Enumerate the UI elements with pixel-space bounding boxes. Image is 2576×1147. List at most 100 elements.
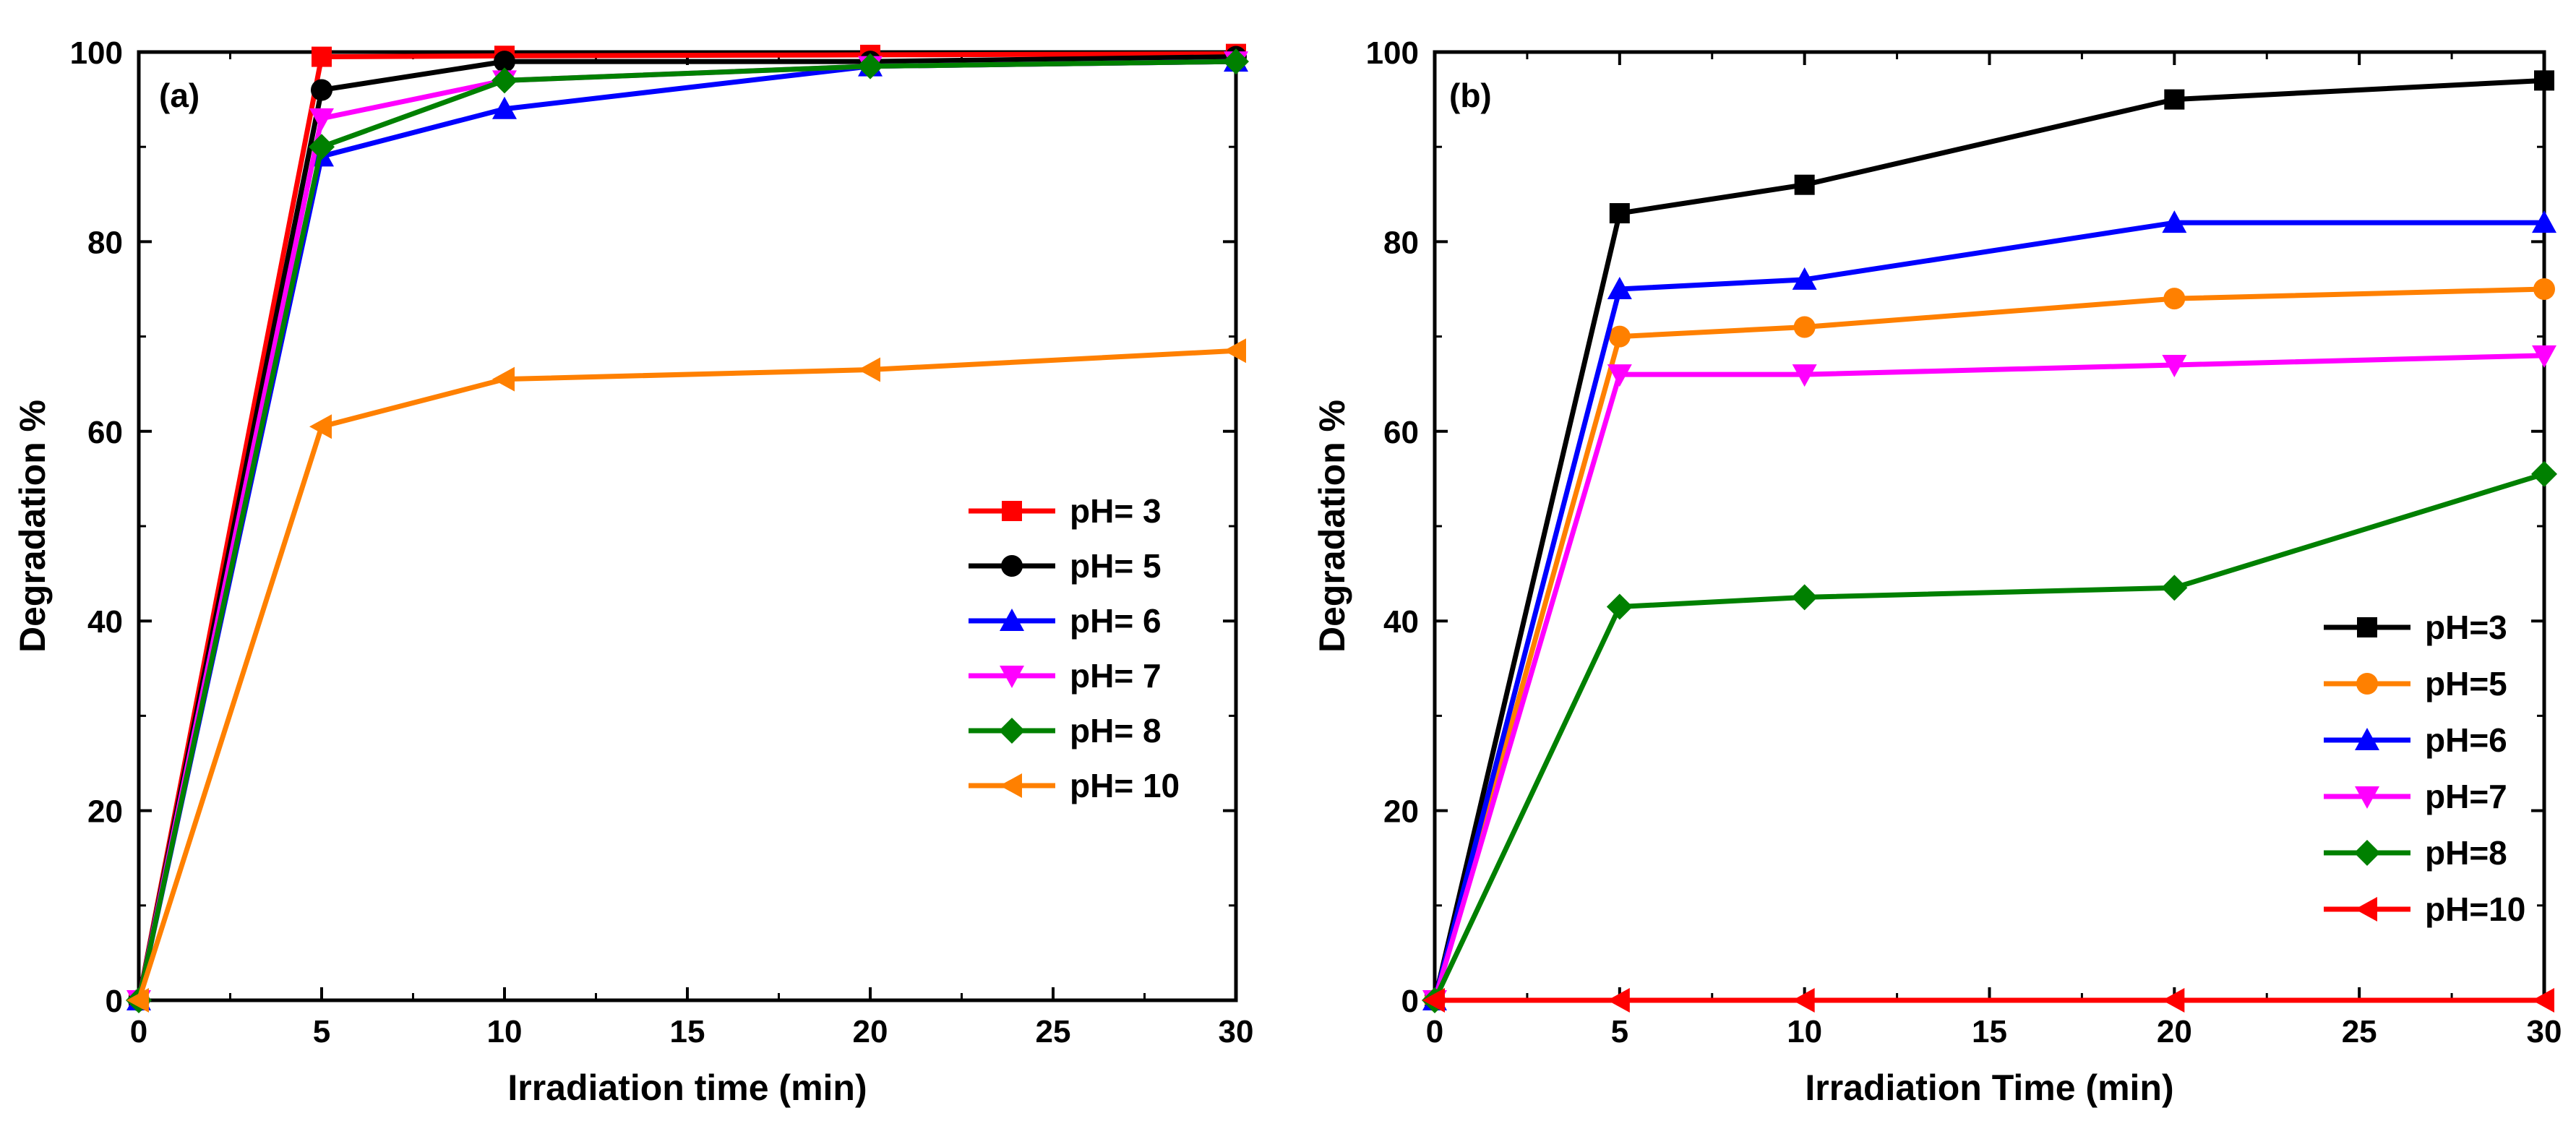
x-tick-label: 5 xyxy=(1611,1014,1628,1049)
legend-entry: pH= 10 xyxy=(969,767,1180,804)
x-tick-label: 15 xyxy=(670,1014,705,1049)
legend-marker xyxy=(2357,617,2377,637)
series-ph8 xyxy=(126,48,1249,1013)
legend-entry: pH= 7 xyxy=(969,657,1162,695)
data-point xyxy=(857,53,883,80)
data-point xyxy=(1792,267,1817,290)
legend-entry: pH=6 xyxy=(2324,721,2507,759)
legend-marker xyxy=(2355,897,2377,922)
data-point xyxy=(1609,203,1630,224)
y-tick-label: 100 xyxy=(70,35,123,71)
chart-panel-b: 0 5 10 15 20 25 30 0 20 40 60 80 100 Irradiation Time… xyxy=(1312,35,2562,1108)
data-point xyxy=(2532,210,2556,233)
y-tick-label: 40 xyxy=(1383,604,1419,640)
x-tick-label: 0 xyxy=(130,1014,147,1049)
data-point xyxy=(311,79,332,101)
legend-entry: pH=3 xyxy=(2324,609,2507,646)
legend-label: pH=3 xyxy=(2425,609,2507,646)
y-tick-label: 80 xyxy=(1383,225,1419,260)
y-tick-label: 100 xyxy=(1366,35,1419,71)
x-tick-label: 30 xyxy=(2527,1014,2562,1049)
series-line xyxy=(1432,220,2544,1001)
x-tick-label: 20 xyxy=(853,1014,888,1049)
legend-marker xyxy=(999,718,1025,744)
x-tick-label: 20 xyxy=(2157,1014,2192,1049)
y-tick-label: 20 xyxy=(87,794,123,830)
data-point xyxy=(1606,593,1633,620)
legend-entry: pH= 3 xyxy=(969,492,1162,530)
data-point xyxy=(2531,460,2557,487)
legend-marker xyxy=(1001,555,1023,577)
data-point xyxy=(1792,364,1817,387)
y-tick-label: 80 xyxy=(87,225,123,260)
data-point xyxy=(494,51,515,73)
data-point xyxy=(1792,988,1815,1013)
y-tick-label: 0 xyxy=(106,984,123,1019)
legend-entry: pH=7 xyxy=(2324,778,2507,815)
series-ph3 xyxy=(1425,70,2554,1010)
data-point xyxy=(2164,89,2185,110)
legend-label: pH=8 xyxy=(2425,834,2507,872)
y-axis-title: Degradation % xyxy=(1312,400,1352,653)
x-axis-title: Irradiation time (min) xyxy=(507,1067,867,1108)
series-line xyxy=(1432,77,2545,1001)
legend-marker xyxy=(1000,609,1024,631)
series-ph10 xyxy=(126,338,1246,1013)
data-point xyxy=(2161,575,2188,601)
series-ph10 xyxy=(1422,988,2554,1013)
x-tick-label: 10 xyxy=(1787,1014,1822,1049)
data-point xyxy=(309,108,334,131)
x-tick-label: 0 xyxy=(1426,1014,1443,1049)
legend-marker xyxy=(2356,673,2378,695)
legend-marker xyxy=(1000,666,1024,688)
x-axis-title: Irradiation Time (min) xyxy=(1805,1067,2173,1108)
data-point xyxy=(312,46,332,67)
panel-label: (a) xyxy=(159,77,199,114)
legend-marker xyxy=(1002,501,1022,521)
y-tick-label: 60 xyxy=(87,415,123,450)
data-point xyxy=(1224,338,1246,364)
legend-label: pH= 5 xyxy=(1070,547,1162,585)
data-point xyxy=(309,134,335,160)
y-axis-title: Degradation % xyxy=(12,400,53,653)
x-tick-label: 25 xyxy=(2342,1014,2377,1049)
data-point xyxy=(1607,364,1632,387)
data-point xyxy=(2532,345,2556,368)
legend-label: pH= 10 xyxy=(1070,767,1180,804)
legend-label: pH=10 xyxy=(2425,890,2525,928)
x-tick-label: 10 xyxy=(487,1014,523,1049)
data-point xyxy=(126,988,149,1013)
y-tick-label: 40 xyxy=(87,604,123,640)
legend-label: pH=7 xyxy=(2425,778,2507,815)
chart-panel-a: 0 5 10 15 20 25 30 0 20 40 60 80 100 Irradiation time… xyxy=(12,35,1253,1108)
y-tick-label: 20 xyxy=(1383,794,1419,830)
x-tick-label: 15 xyxy=(1972,1014,2007,1049)
data-point xyxy=(1223,48,1249,75)
legend-label: pH= 3 xyxy=(1070,492,1162,530)
x-tick-label: 30 xyxy=(1219,1014,1254,1049)
series-ph7 xyxy=(1422,345,2556,1013)
legend-marker xyxy=(2355,786,2379,809)
legend-marker xyxy=(1000,773,1022,798)
data-point xyxy=(1422,988,1445,1013)
panel-label: (b) xyxy=(1449,77,1492,114)
data-point xyxy=(2532,988,2554,1013)
data-point xyxy=(309,414,332,439)
legend-label: pH=6 xyxy=(2425,721,2507,759)
data-point xyxy=(2162,210,2187,233)
legend-entry: pH= 5 xyxy=(969,547,1162,585)
legend-label: pH= 6 xyxy=(1070,602,1162,640)
data-point xyxy=(1608,325,1631,348)
y-tick-label: 0 xyxy=(1401,984,1419,1019)
legend-label: pH=5 xyxy=(2425,665,2507,703)
series-line xyxy=(136,59,1237,1001)
data-point xyxy=(858,357,880,382)
x-tick-label: 5 xyxy=(313,1014,330,1049)
x-tick-label: 25 xyxy=(1036,1014,1071,1049)
data-point xyxy=(2533,278,2555,300)
data-point xyxy=(492,96,517,119)
y-tick-label: 60 xyxy=(1383,415,1419,450)
legend-marker xyxy=(2355,728,2379,750)
